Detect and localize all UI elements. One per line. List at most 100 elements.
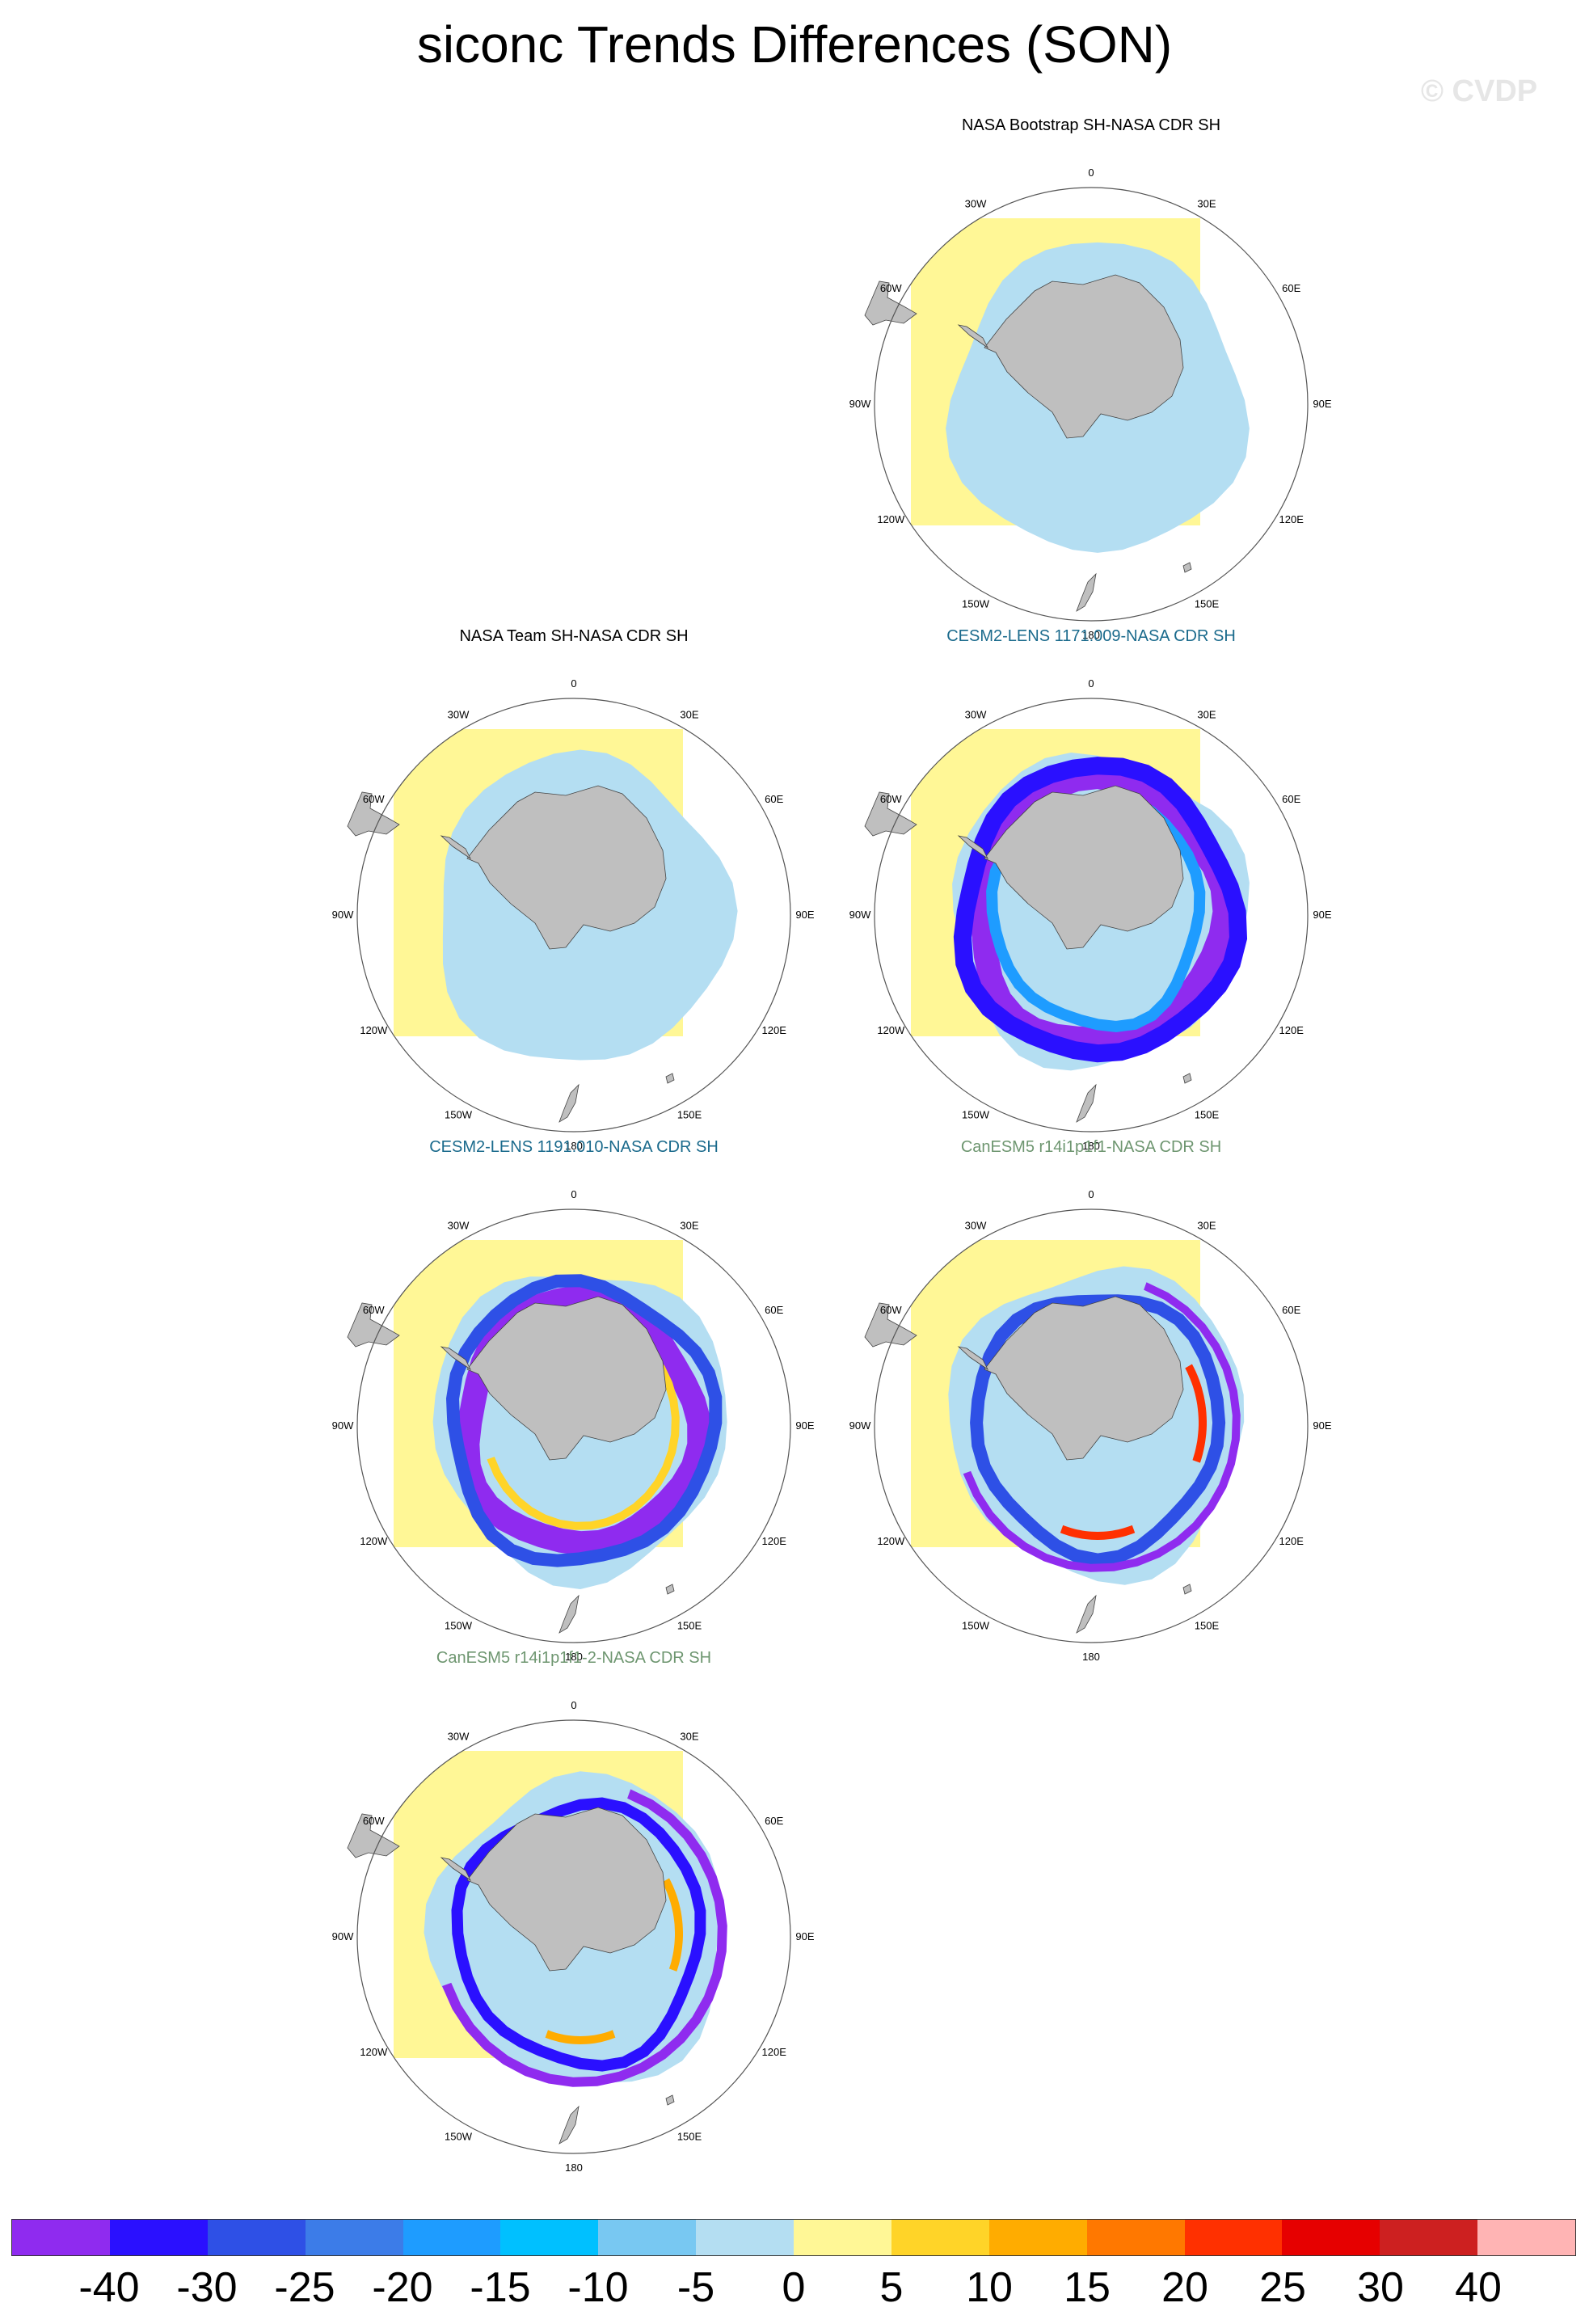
colorbar-tick-label: 5 (879, 2264, 904, 2311)
cvdp-watermark: © CVDP (1421, 74, 1538, 108)
colorbar-tick-label: -40 (78, 2264, 140, 2311)
longitude-label: 150E (1195, 598, 1220, 610)
longitude-label: 150W (445, 2131, 473, 2143)
longitude-label: 0 (1088, 677, 1094, 690)
south-america-land (864, 280, 917, 326)
colorbar-swatch (1380, 2220, 1478, 2255)
longitude-label: 90E (795, 1930, 814, 1942)
longitude-label: 30E (680, 1730, 698, 1742)
south-america-land (347, 791, 400, 837)
longitude-label: 120E (762, 2046, 787, 2058)
longitude-label: 90W (332, 1419, 354, 1432)
longitude-label: 60W (363, 793, 385, 805)
anomaly-band (662, 1878, 683, 1972)
tasmania-land (1182, 1073, 1192, 1084)
longitude-label: 120W (360, 1535, 388, 1547)
antarctica-land (984, 274, 1184, 439)
anomaly-band (969, 764, 1237, 1052)
longitude-label: 30W (448, 1730, 470, 1742)
longitude-label: 150W (962, 598, 990, 610)
colorbar-swatch (1184, 2220, 1283, 2255)
longitude-label: 60E (765, 1304, 783, 1316)
longitude-label: 30E (1197, 1219, 1216, 1231)
longitude-label: 30W (965, 1219, 987, 1231)
longitude-label: 30E (1197, 708, 1216, 720)
antarctic-peninsula (440, 1857, 472, 1882)
polar-map: 0 30E 60E 90E 120E 150E 180 150W 120W 90W 60W 30W (332, 677, 815, 1152)
tasmania-land (1182, 1584, 1192, 1595)
antarctic-peninsula (957, 835, 989, 860)
longitude-label: 30E (680, 708, 698, 720)
new-zealand-land (1076, 572, 1097, 612)
longitude-label: 90W (849, 1419, 871, 1432)
longitude-label: 90W (849, 398, 871, 410)
anomaly-band (445, 1274, 723, 1567)
map-panel-cesm2-1191: CESM2-LENS 1191.010-NASA CDR SH 0 30E 60E 9… (323, 1138, 824, 1677)
south-america-land (347, 1813, 400, 1858)
longitude-label: 180 (565, 2162, 583, 2174)
anomaly-band (545, 2030, 616, 2044)
colorbar-tick-label: -15 (470, 2264, 531, 2311)
map-boundary (356, 698, 791, 1132)
longitude-label: 90W (849, 909, 871, 921)
tasmania-land (665, 1584, 675, 1595)
longitude-label: 120E (1279, 1024, 1304, 1036)
colorbar-swatch (598, 2220, 697, 2255)
longitude-label: 30W (448, 1219, 470, 1231)
panel-title: CESM2-LENS 1171.009-NASA CDR SH (946, 627, 1236, 645)
anomaly-band (455, 1285, 712, 1556)
antarctic-peninsula (957, 324, 989, 349)
antarctica-land (466, 1296, 667, 1461)
longitude-label: 180 (565, 1140, 583, 1152)
antarctic-peninsula (957, 1346, 989, 1371)
longitude-label: 90E (1313, 1419, 1331, 1432)
longitude-label: 30W (965, 197, 987, 209)
longitude-label: 0 (571, 677, 576, 690)
longitude-label: 0 (571, 1699, 576, 1711)
map-boundary (356, 1719, 791, 2154)
colorbar-tick-label: -25 (274, 2264, 335, 2311)
longitude-label: 0 (1088, 167, 1094, 179)
longitude-label: 180 (1082, 629, 1100, 641)
longitude-label: 180 (565, 1651, 583, 1663)
antarctic-peninsula (440, 1346, 472, 1371)
tasmania-land (665, 1073, 675, 1084)
map-panel-cesm2-1171: CESM2-LENS 1171.009-NASA CDR SH 0 30E 60E 9… (841, 627, 1342, 1166)
colorbar-tick-label: 25 (1259, 2264, 1306, 2311)
colorbar (11, 2219, 1576, 2256)
colorbar-swatch (794, 2220, 891, 2255)
longitude-label: 60E (1282, 793, 1300, 805)
longitude-label: 60E (1282, 1304, 1300, 1316)
antarctica-land (984, 1296, 1184, 1461)
map-panel-bootstrap: NASA Bootstrap SH-NASA CDR SH 0 30E 60E 90E… (841, 116, 1342, 655)
longitude-label: 150W (445, 1109, 473, 1121)
longitude-label: 60W (880, 793, 902, 805)
longitude-label: 150E (1195, 1109, 1220, 1121)
colorbar-tick-label: 0 (782, 2264, 806, 2311)
longitude-label: 90W (332, 909, 354, 921)
map-panel-canesm5-r14-2: CanESM5 r14i1p1f1-2-NASA CDR SH 0 30E 60E 9… (323, 1649, 824, 2187)
panel-title: CanESM5 r14i1p1f1-2-NASA CDR SH (436, 1649, 712, 1667)
longitude-label: 60E (765, 793, 783, 805)
map-boundary (874, 187, 1309, 622)
colorbar-swatch (207, 2220, 306, 2255)
anomaly-band (451, 1797, 706, 2072)
map-boundary (874, 698, 1309, 1132)
colorbar-labels: -40 -30 -25 -20 -15 -10 -5 0 5 10 15 20 25 30 40 (0, 2263, 1589, 2320)
longitude-label: 150E (677, 1620, 702, 1632)
longitude-label: 150E (677, 1109, 702, 1121)
panel-title: CESM2-LENS 1191.010-NASA CDR SH (429, 1138, 719, 1156)
longitude-label: 120W (360, 1024, 388, 1036)
polar-map: 0 30E 60E 90E 120E 150E 180 150W 120W 90W 60W 30W (849, 167, 1332, 641)
longitude-label: 90W (332, 1930, 354, 1942)
polar-map: 0 30E 60E 90E 120E 150E 180 150W 120W 90W 60W 30W (332, 1699, 815, 2174)
new-zealand-land (558, 1083, 580, 1123)
map-boundary (356, 1208, 791, 1643)
longitude-label: 150W (445, 1620, 473, 1632)
longitude-label: 150E (1195, 1620, 1220, 1632)
longitude-label: 90E (795, 909, 814, 921)
new-zealand-land (558, 2105, 580, 2145)
longitude-label: 60E (1282, 282, 1300, 294)
longitude-label: 30E (1197, 197, 1216, 209)
colorbar-tick-label: 10 (966, 2264, 1013, 2311)
